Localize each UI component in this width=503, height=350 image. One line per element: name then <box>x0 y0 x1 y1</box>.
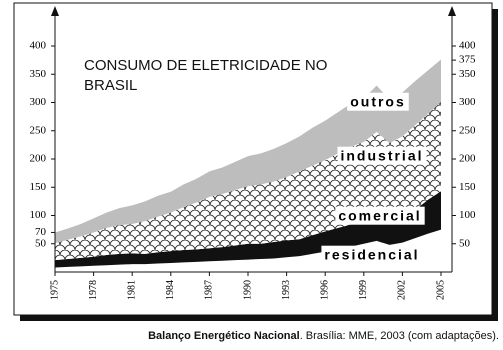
y2-tick-label: 150 <box>459 181 476 193</box>
y2-tick-label: 350 <box>459 68 476 80</box>
source: Balanço Energético Nacional. Brasília: M… <box>148 330 499 342</box>
chart-title: CONSUMO DE ELETRICIDADE NO BRASIL <box>84 57 328 94</box>
y-tick-label: 350 <box>30 68 47 80</box>
area <box>55 59 441 244</box>
x-tick-label: 1996 <box>319 280 330 300</box>
series-label: industrial <box>340 148 423 164</box>
series-label: residencial <box>324 247 419 263</box>
y-tick-label: 150 <box>30 181 47 193</box>
series-label: outros <box>350 94 406 110</box>
area <box>55 191 441 268</box>
source-title: Balanço Energético Nacional <box>148 330 300 342</box>
x-tick-label: 2002 <box>397 280 408 300</box>
y-tick-label: 400 <box>30 40 47 52</box>
series-label-bg <box>321 245 423 264</box>
x-tick-label: 1999 <box>358 280 369 300</box>
series-label-bg <box>347 92 409 111</box>
y-tick-label: 250 <box>30 124 47 136</box>
y2-tick-label: 400 <box>459 40 476 52</box>
x-tick-label: 1990 <box>242 280 253 300</box>
x-tick-label: 1987 <box>204 280 215 300</box>
source-rest: . Brasília: MME, 2003 (com adaptações). <box>299 330 499 342</box>
x-tick-label: 1984 <box>165 280 176 300</box>
x-tick-label: 1975 <box>49 280 60 300</box>
x-tick-label: 1993 <box>281 280 292 300</box>
series-label-bg <box>337 146 427 165</box>
y-tick-label: 100 <box>30 209 47 221</box>
x-tick-label: 2005 <box>435 280 446 300</box>
x-tick-label: 1981 <box>126 280 137 300</box>
y2-axis-arrow <box>448 6 456 16</box>
y-tick-label: 200 <box>30 153 47 165</box>
y-axis-arrow <box>51 6 59 16</box>
series-label-bg <box>335 206 425 225</box>
x-tick-label: 1978 <box>88 280 99 300</box>
y2-tick-label: 250 <box>459 124 476 136</box>
y2-tick-label: 300 <box>459 96 476 108</box>
y2-tick-label: 375 <box>459 54 476 66</box>
y-tick-label: 50 <box>35 237 47 249</box>
y2-tick-label: 200 <box>459 153 476 165</box>
y-tick-label: 70 <box>35 226 47 238</box>
y-tick-label: 300 <box>30 96 47 108</box>
y2-tick-label: 50 <box>459 237 471 249</box>
series-label: comercial <box>338 208 421 224</box>
y2-tick-label: 100 <box>459 209 476 221</box>
